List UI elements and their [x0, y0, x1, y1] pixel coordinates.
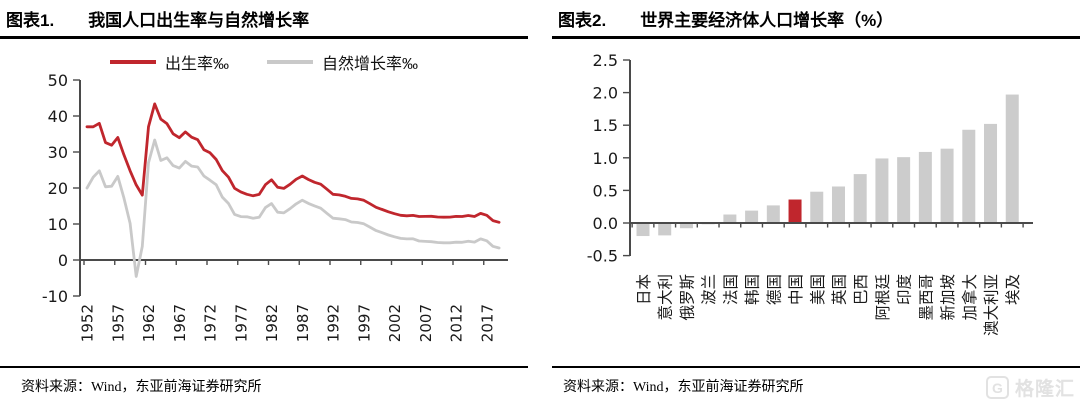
- svg-text:波兰: 波兰: [700, 274, 718, 305]
- svg-text:阿根廷: 阿根廷: [874, 274, 892, 321]
- legend-item-natural-growth: 自然增长率‰: [267, 50, 418, 74]
- chart2-title: 世界主要经济体人口增长率（%）: [640, 11, 894, 30]
- svg-text:美国: 美国: [809, 274, 827, 305]
- svg-text:2.0: 2.0: [593, 84, 618, 103]
- legend-label-growth: 自然增长率‰: [322, 56, 419, 73]
- chart1-bottom-rule: [0, 366, 528, 368]
- chart1-legend: 出生率‰ 自然增长率‰: [0, 50, 528, 74]
- legend-swatch-birth: [109, 60, 156, 64]
- svg-text:2012: 2012: [448, 304, 466, 342]
- svg-text:意大利: 意大利: [656, 274, 675, 321]
- chart1-title: 我国人口出生率与自然增长率: [88, 11, 310, 30]
- chart1-header: 图表1. 我国人口出生率与自然增长率: [0, 0, 528, 39]
- svg-text:埃及: 埃及: [1004, 274, 1022, 305]
- svg-text:2007: 2007: [417, 304, 435, 342]
- svg-text:-10: -10: [42, 287, 68, 306]
- svg-text:1992: 1992: [325, 304, 343, 342]
- svg-text:1.5: 1.5: [593, 116, 618, 135]
- svg-text:20: 20: [48, 179, 68, 198]
- chart1-source: 资料来源：Wind，东亚前海证券研究所: [21, 376, 262, 396]
- svg-text:澳大利亚: 澳大利亚: [983, 274, 1001, 336]
- svg-text:2017: 2017: [478, 304, 496, 342]
- birth-rate-line-chart: -10 0 10 20 30 40 50 1952 1957 1962 1967 1972 1977 19…: [42, 71, 508, 342]
- svg-text:德国: 德国: [765, 274, 783, 305]
- svg-text:50: 50: [48, 71, 68, 90]
- svg-text:日本: 日本: [635, 274, 653, 305]
- chart2-source-label: 资料来源：: [563, 380, 633, 395]
- legend-label-birth: 出生率‰: [164, 56, 229, 73]
- chart1-source-label: 资料来源：: [21, 380, 91, 395]
- legend-swatch-growth: [267, 60, 313, 64]
- svg-text:1987: 1987: [294, 304, 312, 342]
- svg-text:韩国: 韩国: [744, 274, 762, 305]
- gelonghui-watermark: G 格隆汇: [985, 374, 1075, 401]
- svg-text:新加坡: 新加坡: [939, 274, 957, 321]
- svg-text:10: 10: [48, 215, 68, 234]
- svg-text:0: 0: [58, 251, 68, 270]
- svg-text:1967: 1967: [171, 304, 189, 342]
- svg-text:1977: 1977: [232, 304, 250, 342]
- svg-text:-0.5: -0.5: [587, 247, 618, 266]
- svg-text:40: 40: [48, 107, 68, 126]
- svg-text:加拿大: 加拿大: [960, 274, 979, 321]
- svg-text:俄罗斯: 俄罗斯: [678, 274, 696, 321]
- svg-text:0.0: 0.0: [593, 214, 618, 233]
- chart2-bottom-rule: [552, 366, 1080, 368]
- chart2-source-text: Wind，东亚前海证券研究所: [633, 380, 804, 395]
- svg-text:中国: 中国: [787, 274, 805, 305]
- svg-text:1982: 1982: [263, 304, 281, 342]
- panel-world-growth-chart: 图表2. 世界主要经济体人口增长率（%） -0.5 0.0 0.5 1.0 1.5 2.0…: [552, 0, 1080, 408]
- chart1-source-text: Wind，东亚前海证券研究所: [91, 380, 262, 395]
- svg-text:1.0: 1.0: [593, 149, 618, 168]
- svg-text:1972: 1972: [202, 304, 220, 342]
- svg-text:2002: 2002: [386, 304, 404, 342]
- svg-text:2.5: 2.5: [593, 51, 618, 70]
- svg-text:英国: 英国: [830, 274, 848, 305]
- panel-birth-rate-chart: 图表1. 我国人口出生率与自然增长率 出生率‰ 自然增长率‰ -10 0 10 20 3…: [0, 0, 528, 408]
- svg-text:法国: 法国: [722, 274, 740, 305]
- svg-text:墨西哥: 墨西哥: [917, 274, 935, 321]
- svg-text:1962: 1962: [140, 304, 158, 342]
- svg-text:巴西: 巴西: [852, 274, 870, 305]
- svg-text:1997: 1997: [355, 304, 373, 342]
- chart1-title-prefix: 图表1.: [6, 11, 55, 30]
- svg-text:1952: 1952: [79, 304, 97, 342]
- svg-text:印度: 印度: [896, 274, 914, 305]
- gelonghui-logo-text: 格隆汇: [1014, 379, 1075, 400]
- chart2-title-prefix: 图表2.: [558, 11, 607, 30]
- gelonghui-logo-icon: G: [985, 376, 1009, 399]
- svg-text:0.5: 0.5: [593, 181, 618, 200]
- chart2-source: 资料来源：Wind，东亚前海证券研究所: [563, 376, 804, 396]
- legend-item-birth-rate: 出生率‰: [109, 50, 229, 74]
- population-growth-bar-chart: -0.5 0.0 0.5 1.0 1.5 2.0 2.5 日本 意大利 俄罗斯 波兰 法国 韩国 德国 中国…: [587, 51, 1033, 336]
- svg-text:30: 30: [48, 143, 68, 162]
- chart2-header: 图表2. 世界主要经济体人口增长率（%）: [552, 0, 1080, 39]
- svg-text:1957: 1957: [109, 304, 127, 342]
